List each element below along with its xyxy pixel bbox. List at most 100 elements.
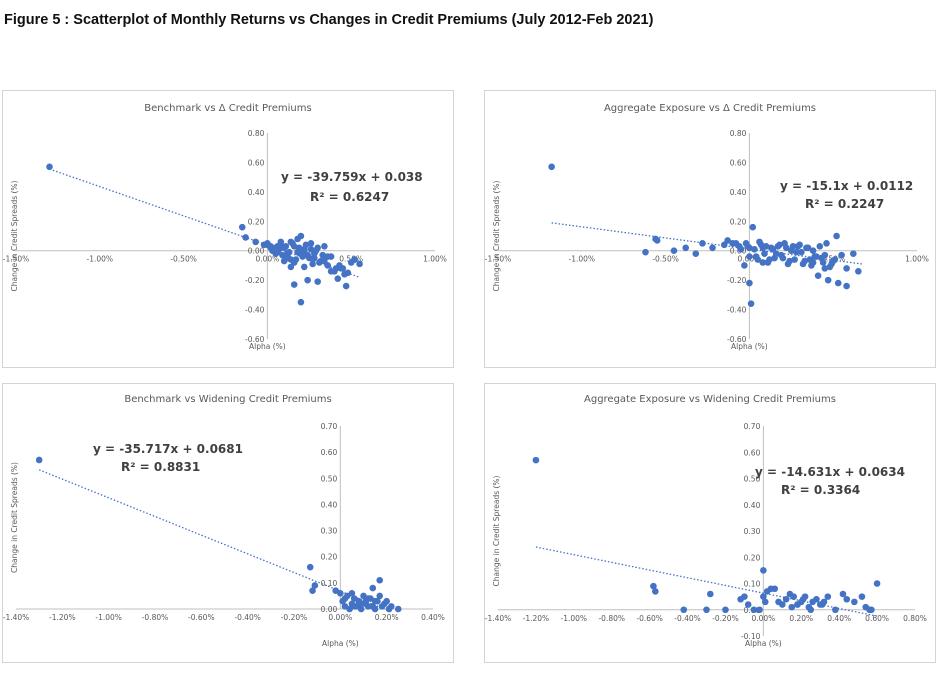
scatter-point bbox=[722, 606, 729, 614]
r-squared-label: R² = 0.2247 bbox=[805, 197, 884, 211]
y-tick-label: 0.00 bbox=[321, 605, 338, 614]
scatter-point bbox=[252, 238, 259, 246]
x-tick-label: -1.00% bbox=[87, 255, 114, 264]
scatter-point bbox=[300, 248, 308, 256]
scatter-point bbox=[652, 588, 659, 595]
y-tick-label: 0.60 bbox=[248, 158, 265, 167]
scatter-point bbox=[348, 590, 356, 597]
trendline-equation: y = -35.717x + 0.0681 bbox=[93, 442, 243, 456]
scatter-point bbox=[794, 601, 801, 608]
scatter-point bbox=[376, 592, 384, 600]
scatter-point bbox=[35, 456, 43, 464]
scatter-point bbox=[824, 593, 832, 600]
scatter-point bbox=[809, 247, 817, 255]
y-tick-label: 0.80 bbox=[248, 129, 265, 138]
x-axis-label: Alpha (%) bbox=[745, 639, 782, 648]
scatter-point bbox=[821, 251, 829, 259]
scatter-point bbox=[839, 590, 847, 598]
y-axis-label: Change in Credit Spreads (%) bbox=[492, 180, 501, 291]
scatter-point bbox=[804, 244, 812, 252]
y-tick-label: 0.10 bbox=[744, 580, 761, 589]
scatter-point bbox=[364, 595, 372, 602]
scatter-point bbox=[297, 298, 305, 306]
scatter-point bbox=[357, 605, 365, 613]
x-tick-label: -1.20% bbox=[523, 614, 550, 623]
y-tick-label: 0.60 bbox=[744, 448, 761, 457]
x-tick-label: 0.40% bbox=[421, 613, 445, 622]
y-tick-label: 0.10 bbox=[321, 579, 338, 588]
scatter-point bbox=[779, 601, 786, 608]
x-tick-label: 0.40% bbox=[827, 614, 851, 623]
scatter-point bbox=[309, 587, 316, 594]
y-tick-label: -0.20 bbox=[245, 276, 265, 285]
scatter-point bbox=[642, 248, 649, 256]
scatter-point bbox=[650, 582, 657, 590]
x-tick-label: -0.50% bbox=[652, 255, 679, 264]
scatter-point bbox=[807, 606, 815, 614]
scatter-point bbox=[750, 606, 758, 614]
y-tick-label: 0.30 bbox=[744, 527, 761, 536]
scatter-point bbox=[290, 281, 298, 288]
y-tick-label: 0.20 bbox=[248, 217, 265, 226]
x-tick-label: 0.00% bbox=[255, 255, 279, 264]
scatter-point bbox=[327, 268, 335, 275]
scatter-point bbox=[749, 223, 757, 231]
scatter-point bbox=[799, 595, 807, 603]
x-tick-label: 1.00% bbox=[905, 255, 929, 264]
scatter-point bbox=[843, 282, 850, 290]
scatter-point bbox=[264, 241, 271, 249]
trendline-equation: y = -15.1x + 0.0112 bbox=[780, 179, 913, 193]
scatter-point bbox=[811, 253, 819, 260]
x-tick-label: 0.60% bbox=[865, 614, 889, 623]
x-tick-label: 0.20% bbox=[789, 614, 813, 623]
trendline-equation: y = -14.631x + 0.0634 bbox=[755, 465, 905, 479]
scatter-point bbox=[297, 232, 305, 240]
scatter-point bbox=[794, 243, 802, 250]
y-tick-label: 0.40 bbox=[321, 500, 338, 509]
scatter-point bbox=[311, 582, 319, 589]
figure-title: Figure 5 : Scatterplot of Monthly Return… bbox=[4, 12, 654, 28]
scatter-point bbox=[760, 593, 767, 600]
scatter-point bbox=[732, 240, 740, 247]
scatter-point bbox=[324, 253, 332, 260]
x-tick-label: -0.60% bbox=[636, 614, 663, 623]
y-tick-label: -0.20 bbox=[727, 276, 747, 285]
scatter-point bbox=[744, 601, 752, 608]
scatter-point bbox=[788, 247, 795, 255]
scatter-point bbox=[759, 244, 767, 252]
r-squared-label: R² = 0.8831 bbox=[121, 460, 200, 474]
scatter-point bbox=[309, 260, 316, 268]
scatter-point bbox=[756, 606, 763, 614]
trendline bbox=[38, 469, 392, 613]
y-tick-label: 0.40 bbox=[248, 188, 265, 197]
scatter-point bbox=[823, 240, 830, 247]
chart-panel-aggregate-delta: Aggregate Exposure vs Δ Credit Premiums -… bbox=[484, 90, 936, 368]
chart-title: Aggregate Exposure vs Widening Credit Pr… bbox=[584, 394, 836, 405]
scatter-point bbox=[833, 232, 840, 240]
scatter-point bbox=[319, 251, 327, 259]
scatter-point bbox=[747, 300, 755, 307]
scatter-point bbox=[238, 223, 246, 231]
scatter-point bbox=[746, 253, 753, 260]
scatter-point bbox=[289, 240, 296, 247]
scatter-point bbox=[767, 244, 775, 252]
x-tick-label: -0.40% bbox=[674, 614, 701, 623]
scatter-point bbox=[46, 163, 53, 171]
x-tick-label: -1.00% bbox=[95, 613, 122, 622]
scatter-point bbox=[790, 593, 797, 600]
y-tick-label: 0.00 bbox=[730, 247, 747, 256]
scatter-point bbox=[788, 603, 796, 611]
x-tick-label: -0.40% bbox=[234, 613, 261, 622]
scatter-point bbox=[759, 259, 767, 266]
scatter-point bbox=[784, 260, 792, 268]
scatter-point bbox=[682, 244, 690, 252]
scatter-point bbox=[855, 268, 862, 275]
scatter-point bbox=[843, 595, 851, 603]
x-axis-label: Alpha (%) bbox=[249, 342, 286, 351]
scatter-point bbox=[292, 256, 300, 263]
scatter-point bbox=[742, 240, 750, 247]
scatter-point bbox=[858, 593, 866, 600]
y-tick-label: -0.40 bbox=[245, 306, 265, 315]
y-axis-label: Change in Credit Spreads (%) bbox=[10, 462, 19, 573]
x-tick-label: -1.00% bbox=[561, 614, 588, 623]
